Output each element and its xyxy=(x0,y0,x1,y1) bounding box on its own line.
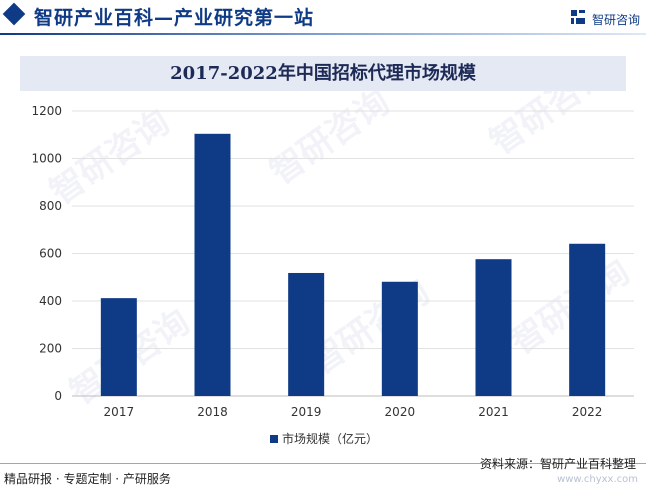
brand: 智研咨询 xyxy=(570,9,640,27)
y-tick-label: 0 xyxy=(54,389,62,403)
y-tick-label: 1200 xyxy=(31,104,62,118)
legend-label: 市场规模（亿元） xyxy=(282,431,378,446)
x-tick-label: 2019 xyxy=(291,405,322,419)
x-tick-label: 2021 xyxy=(478,405,509,419)
bar xyxy=(194,133,231,397)
bar-chart: 0 200 400 600 800 1000 1200 2017 2018 2019 2020 202… xyxy=(31,104,634,446)
x-tick-label: 2017 xyxy=(104,405,135,419)
diamond-icon xyxy=(2,2,26,26)
page-header: 智研产业百科—产业研究第一站 智研咨询 xyxy=(0,0,646,34)
bar xyxy=(100,298,137,396)
y-tick-label: 600 xyxy=(39,247,62,261)
footer-divider xyxy=(0,463,646,464)
y-tick-label: 400 xyxy=(39,294,62,308)
header-divider xyxy=(0,33,646,35)
y-tick-label: 800 xyxy=(39,199,62,213)
y-tick-label: 200 xyxy=(39,342,62,356)
source-note: 资料来源：智研产业百科整理 xyxy=(479,457,636,471)
chart-title-band: 2017-2022年中国招标代理市场规模 xyxy=(20,56,626,91)
bar xyxy=(569,243,606,396)
footer-services: 精品研报 · 专题定制 · 产研服务 xyxy=(4,472,171,486)
y-tick-label: 1000 xyxy=(31,152,62,166)
bar xyxy=(288,272,325,396)
x-tick-label: 2022 xyxy=(572,405,603,419)
site-title: 智研产业百科—产业研究第一站 xyxy=(34,7,315,29)
brand-name: 智研咨询 xyxy=(591,13,640,27)
x-tick-label: 2018 xyxy=(197,405,228,419)
x-tick-label: 2020 xyxy=(385,405,416,419)
chart-title: 2017-2022年中国招标代理市场规模 xyxy=(170,63,476,84)
watermark-url: www.chyxx.com xyxy=(557,474,638,485)
bar xyxy=(475,259,512,396)
bar xyxy=(381,281,418,396)
brand-logo-icon xyxy=(570,10,585,24)
legend-swatch xyxy=(270,435,278,443)
